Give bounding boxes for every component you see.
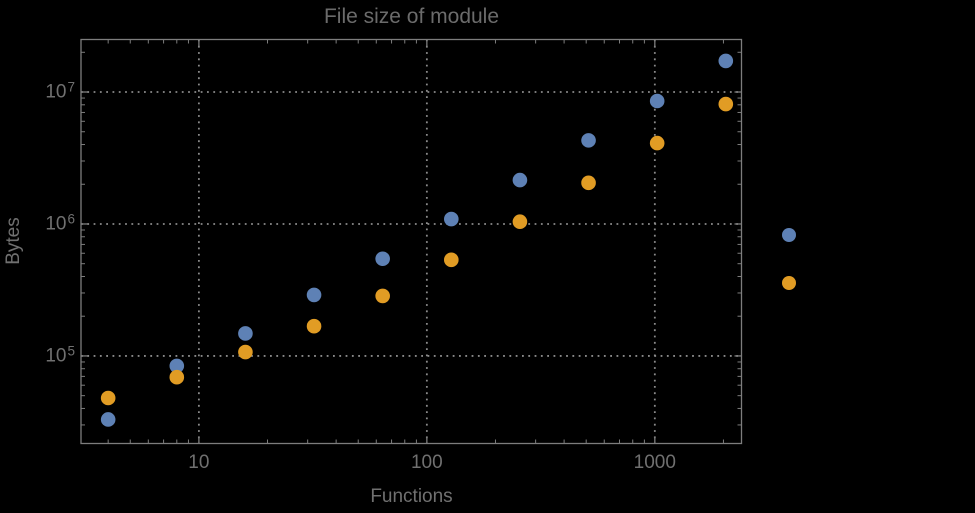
data-point-orange-series-x512	[581, 175, 596, 191]
data-point-blue-series-x2048	[718, 53, 734, 69]
data-point-blue-series-x64	[375, 251, 390, 267]
data-point-blue-series-x512	[581, 133, 596, 148]
data-point-orange-series-x16	[238, 344, 253, 360]
data-point-blue-series-x256	[512, 172, 528, 188]
y-tick-base: 10	[45, 213, 67, 235]
data-point-blue-series-x128	[443, 211, 459, 227]
y-tick-label-1e5: 105	[45, 342, 75, 367]
data-point-orange-series-x8	[169, 369, 185, 385]
data-point-orange-series-x1024	[649, 135, 665, 151]
legend-marker-orange-series	[782, 276, 796, 290]
y-tick-exponent: 6	[67, 211, 75, 227]
data-point-blue-series-x16	[238, 326, 253, 341]
x-tick-label-100: 100	[410, 452, 443, 473]
data-point-orange-series-x128	[443, 252, 459, 268]
plot-frame	[80, 38, 743, 445]
data-point-blue-series-x4	[100, 412, 116, 427]
y-tick-label-1e7: 107	[45, 78, 75, 103]
data-point-orange-series-x256	[512, 214, 528, 230]
y-axis-label: Bytes	[3, 217, 24, 265]
data-point-blue-series-x8	[169, 358, 185, 374]
data-point-blue-series-x1024	[649, 93, 665, 109]
data-point-blue-series-x32	[306, 287, 322, 303]
data-point-orange-series-x64	[375, 288, 390, 304]
x-tick-label-1000: 1000	[633, 452, 676, 473]
x-tick-label-10: 10	[188, 452, 210, 473]
y-tick-exponent: 7	[67, 79, 75, 95]
x-axis-label: Functions	[370, 486, 453, 507]
y-tick-exponent: 5	[67, 343, 75, 359]
y-tick-label-1e6: 106	[45, 210, 75, 235]
data-point-orange-series-x32	[306, 318, 322, 334]
data-point-orange-series-x4	[100, 390, 116, 406]
data-point-orange-series-x2048	[718, 96, 734, 112]
legend-marker-blue-series	[782, 228, 796, 242]
y-tick-base: 10	[45, 81, 67, 103]
chart-title: File size of module	[323, 5, 500, 28]
y-tick-base: 10	[45, 345, 67, 367]
